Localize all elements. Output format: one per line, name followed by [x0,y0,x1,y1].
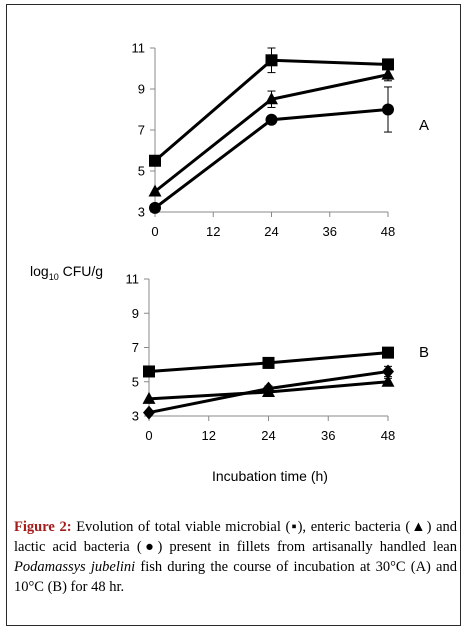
x-tick-label: 12 [206,224,220,239]
data-point-square [382,346,394,359]
y-tick-label: 7 [132,340,139,355]
data-point-triangle [148,184,162,197]
series-line [154,58,389,162]
x-tick-label: 12 [202,428,216,443]
y-tick-label: 5 [138,164,145,179]
y-tick-label: 3 [132,409,139,424]
square-glyph: ▪ [290,519,298,535]
series-circle [149,86,394,214]
data-point-triangle [142,391,156,404]
panel-letter: B [419,344,429,361]
y-tick-label: 9 [138,82,145,97]
chart-panel-a: 3 5 7 9 11 0 12 24 36 48 A [132,41,430,240]
x-tick-label: 24 [264,224,278,239]
data-point-square [262,356,275,369]
figure-label: Figure 2: [14,519,72,535]
series-diamond [143,364,394,420]
x-tick-label: 48 [381,428,395,443]
series-triangle [148,67,395,197]
data-point-square [265,54,278,67]
data-point-diamond [382,364,394,379]
figure-caption: Figure 2: Evolution of total viable micr… [14,519,457,595]
y-tick-label: 11 [126,272,140,287]
data-point-square [149,154,161,167]
data-point-square [143,365,155,378]
circle-glyph: ● [141,539,158,555]
data-point-triangle [381,67,395,80]
x-tick-label: 36 [323,224,337,239]
series-square [149,47,394,167]
data-point-square [382,58,394,71]
x-tick-label: 48 [381,224,395,239]
y-tick-label: 9 [132,306,139,321]
x-axis-label: Incubation time (h) [212,468,328,484]
data-point-diamond [143,405,155,420]
y-tick-label: 7 [138,123,145,138]
data-point-circle [382,103,394,116]
y-tick-label: 11 [132,41,146,56]
y-tick-label: 3 [138,205,145,220]
x-tick-label: 36 [321,428,335,443]
species-name: Podamassys jubelini [14,559,136,575]
data-point-circle [149,201,161,214]
y-axis-label: log10 CFU/g [30,263,104,282]
data-point-triangle [381,374,395,387]
x-tick-label: 0 [145,428,152,443]
panel-letter: A [419,117,429,134]
data-point-circle [265,113,278,126]
triangle-glyph: ▲ [410,519,427,535]
x-tick-label: 24 [261,428,275,443]
data-point-triangle [265,92,278,105]
x-tick-label: 0 [151,224,158,239]
series-square [143,346,394,378]
chart-panel-b: 3 5 7 9 11 0 12 24 36 48 B [126,272,430,444]
data-point-diamond [262,381,275,396]
y-tick-label: 5 [132,374,139,389]
